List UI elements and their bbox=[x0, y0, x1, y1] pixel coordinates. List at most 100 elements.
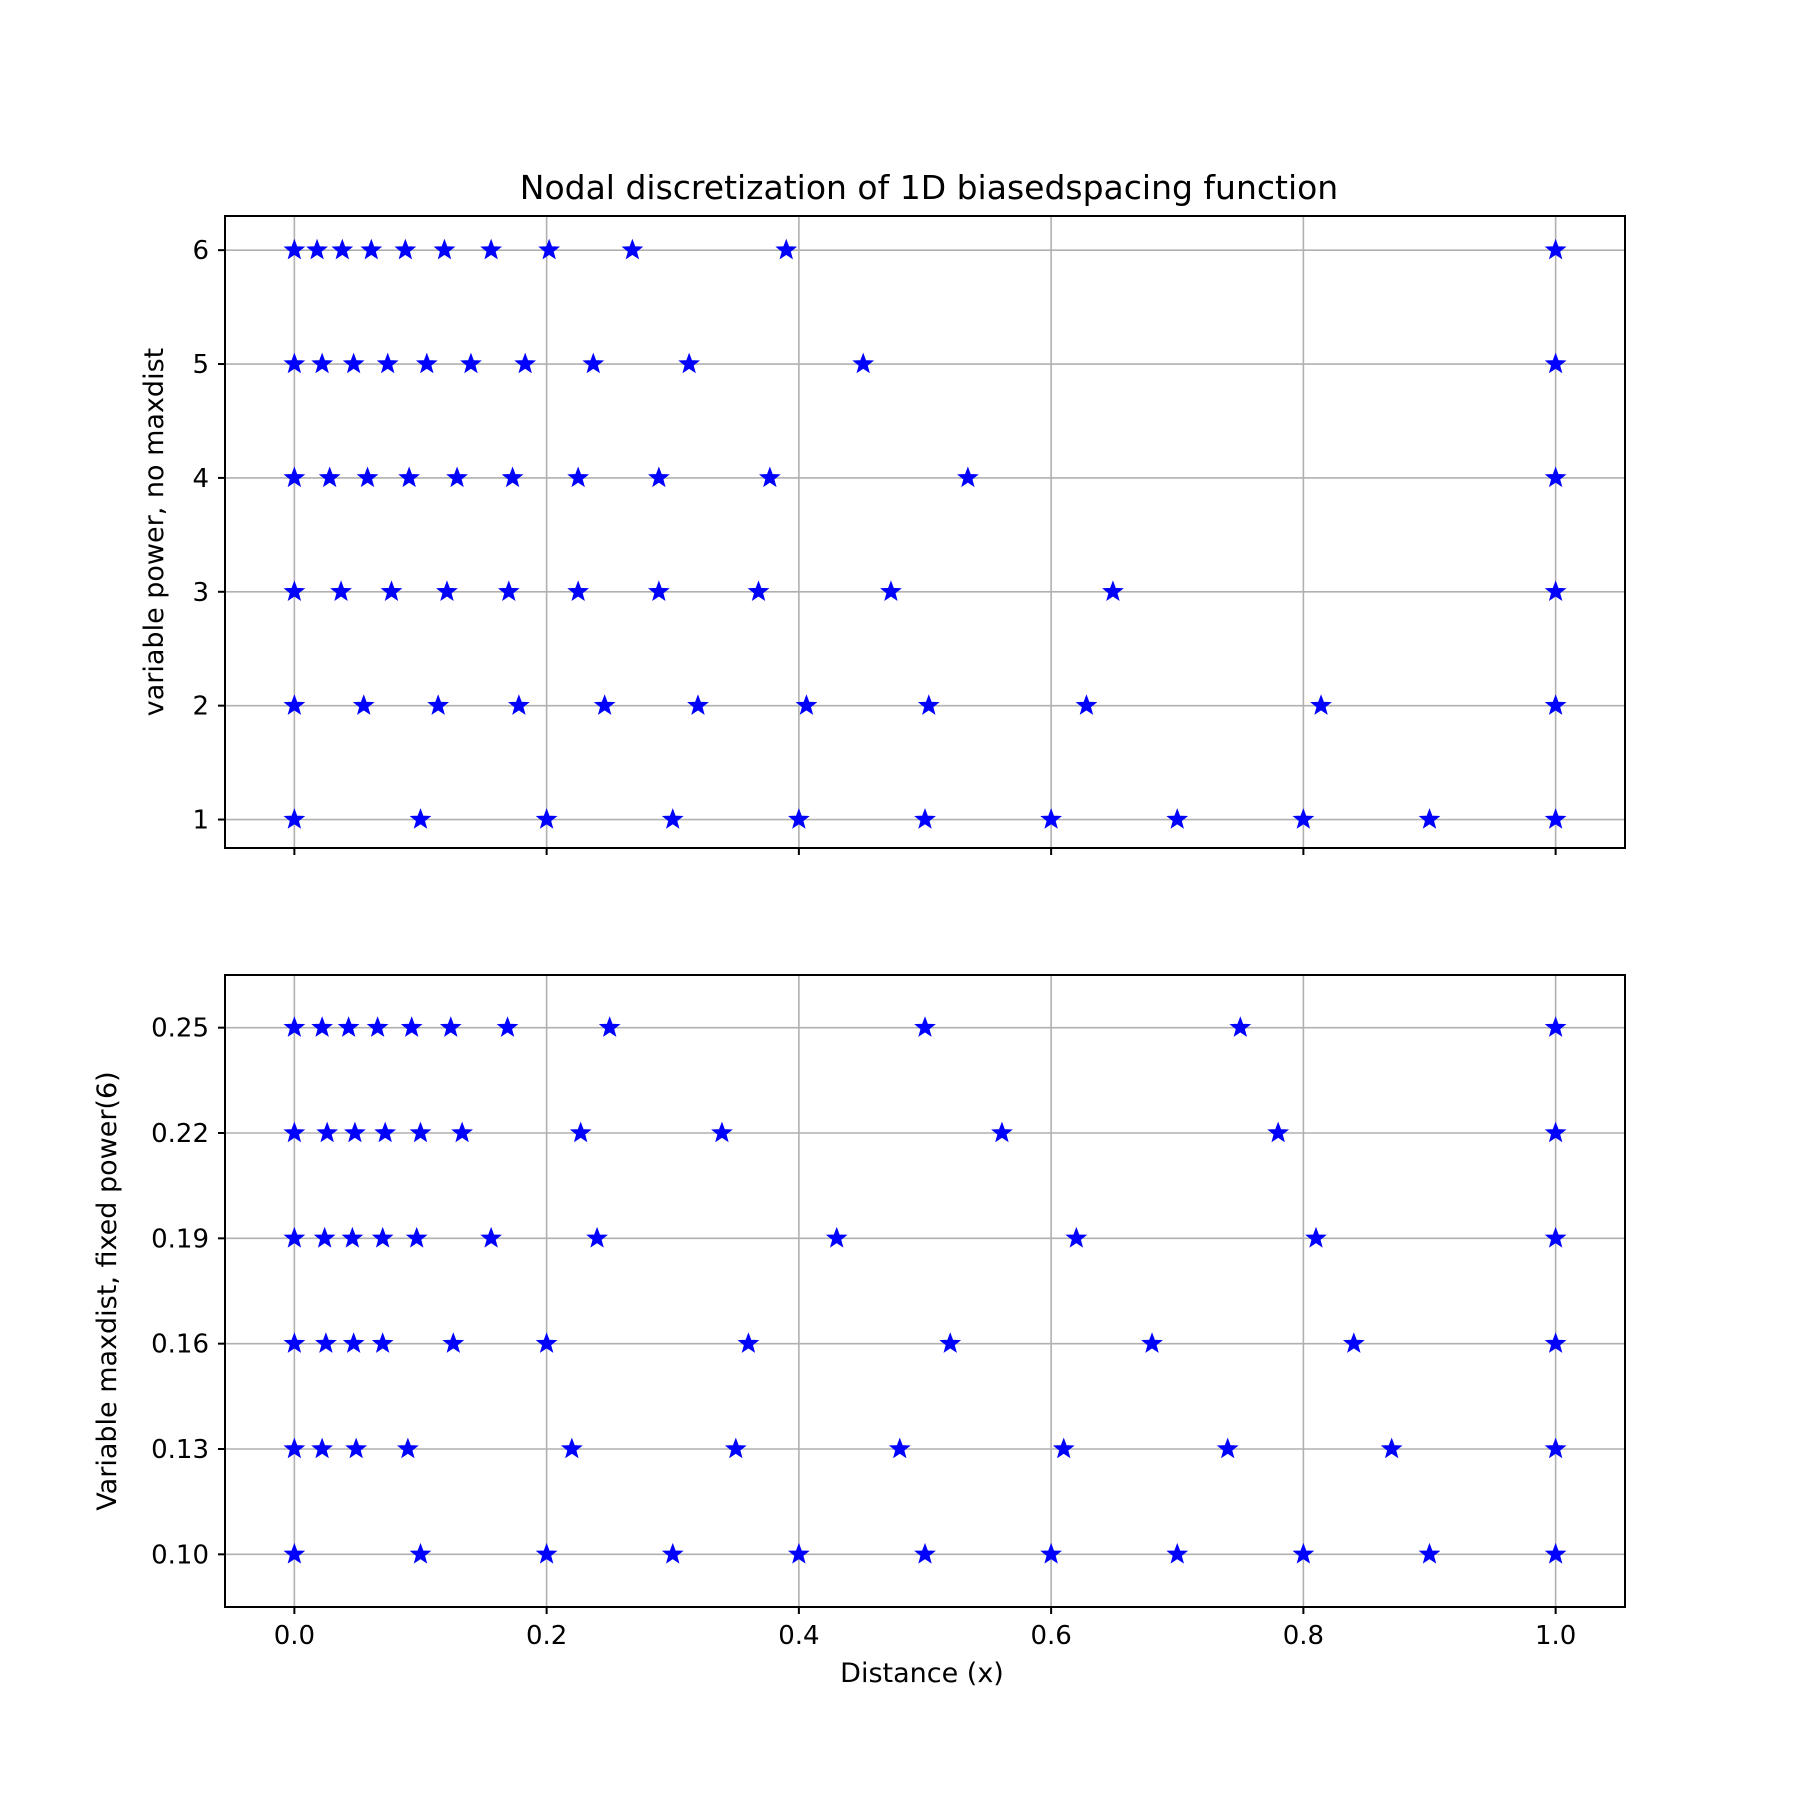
data-point-star bbox=[1267, 1121, 1290, 1143]
data-point-star bbox=[341, 1226, 364, 1248]
data-point-star bbox=[400, 1016, 423, 1037]
y-tick-label: 5 bbox=[192, 350, 209, 380]
data-point-star bbox=[1310, 694, 1332, 715]
data-point-star bbox=[560, 1437, 583, 1459]
series-row bbox=[283, 1121, 1567, 1143]
data-point-star bbox=[1040, 808, 1062, 829]
data-point-star bbox=[1040, 1542, 1062, 1564]
data-point-star bbox=[917, 694, 940, 715]
subplot-1: 1 2 3 4 5 6 variable power, no maxdist bbox=[139, 215, 1626, 855]
data-point-star bbox=[1052, 1437, 1075, 1459]
data-point-star bbox=[283, 808, 306, 829]
series-row bbox=[283, 1332, 1567, 1353]
data-point-star bbox=[788, 808, 810, 829]
y-tick-label: 3 bbox=[192, 578, 209, 608]
data-point-star bbox=[345, 1437, 368, 1459]
y-tick-label: 4 bbox=[192, 464, 209, 494]
data-point-star bbox=[621, 238, 644, 260]
data-point-star bbox=[409, 1542, 432, 1564]
y-axis-label: variable power, no maxdist bbox=[139, 348, 170, 716]
y-axis-label: Variable maxdist, fixed power(6) bbox=[92, 1071, 123, 1510]
data-point-star bbox=[825, 1226, 848, 1248]
data-point-star bbox=[1305, 1226, 1327, 1248]
data-point-star bbox=[593, 694, 616, 715]
x-tick-label: 0.6 bbox=[1030, 1621, 1071, 1651]
data-point-star bbox=[1544, 808, 1567, 829]
data-point-star bbox=[446, 466, 468, 488]
series-row bbox=[283, 694, 1567, 715]
data-point-star bbox=[1544, 1226, 1567, 1248]
data-point-star bbox=[724, 1437, 747, 1459]
series-row bbox=[283, 1542, 1567, 1564]
data-point-star bbox=[1292, 1542, 1315, 1564]
data-point-star bbox=[311, 1016, 333, 1037]
data-point-star bbox=[376, 352, 399, 374]
data-point-star bbox=[939, 1332, 962, 1353]
data-point-star bbox=[337, 1016, 360, 1037]
data-point-star bbox=[747, 580, 770, 602]
axes-frame bbox=[224, 215, 1626, 849]
y-tick-label: 1 bbox=[192, 806, 209, 836]
data-point-star bbox=[661, 808, 684, 829]
data-point-star bbox=[1342, 1332, 1365, 1353]
data-point-star bbox=[1544, 1332, 1567, 1353]
data-point-star bbox=[352, 694, 375, 715]
data-point-star bbox=[1544, 1121, 1567, 1143]
data-point-star bbox=[538, 238, 561, 260]
data-point-star bbox=[501, 466, 524, 488]
data-point-star bbox=[356, 466, 379, 488]
data-point-star bbox=[283, 1226, 306, 1248]
data-point-star bbox=[398, 466, 421, 488]
data-point-star bbox=[374, 1121, 397, 1143]
series-row bbox=[283, 238, 1567, 260]
data-point-star bbox=[496, 1016, 519, 1037]
data-point-star bbox=[795, 694, 818, 715]
data-point-star bbox=[283, 466, 306, 488]
data-point-star bbox=[1544, 580, 1567, 602]
data-point-star bbox=[880, 580, 902, 602]
series-row bbox=[283, 466, 1567, 488]
data-point-star bbox=[598, 1016, 621, 1037]
data-point-star bbox=[283, 580, 306, 602]
data-point-star bbox=[514, 352, 537, 374]
data-point-star bbox=[318, 466, 341, 488]
data-point-star bbox=[567, 466, 590, 488]
data-point-star bbox=[283, 1437, 306, 1459]
data-point-star bbox=[405, 1226, 428, 1248]
data-point-star bbox=[508, 694, 530, 715]
x-tick-label: 0.0 bbox=[274, 1621, 315, 1651]
data-point-star bbox=[1544, 238, 1567, 260]
data-point-star bbox=[1380, 1437, 1403, 1459]
data-point-star bbox=[306, 238, 328, 260]
y-tick-label: 0.22 bbox=[151, 1119, 209, 1149]
data-point-star bbox=[371, 1332, 394, 1353]
data-point-star bbox=[648, 466, 670, 488]
data-point-star bbox=[569, 1121, 592, 1143]
data-point-star bbox=[888, 1437, 911, 1459]
data-point-star bbox=[442, 1332, 465, 1353]
chart-title: Nodal discretization of 1D biasedspacing… bbox=[520, 168, 1338, 207]
series-row bbox=[283, 808, 1567, 829]
data-point-star bbox=[433, 238, 456, 260]
x-tick-label: 1.0 bbox=[1535, 1621, 1576, 1651]
y-tick-label: 0.16 bbox=[151, 1330, 209, 1360]
data-point-star bbox=[687, 694, 709, 715]
data-point-star bbox=[342, 1332, 365, 1353]
data-point-star bbox=[788, 1542, 810, 1564]
series-row bbox=[283, 1016, 1567, 1037]
data-point-star bbox=[737, 1332, 760, 1353]
data-point-star bbox=[586, 1226, 608, 1248]
data-point-star bbox=[311, 352, 333, 374]
series-row bbox=[283, 352, 1567, 374]
data-point-star bbox=[283, 352, 306, 374]
data-point-star bbox=[460, 352, 482, 374]
data-point-star bbox=[415, 352, 438, 374]
data-point-star bbox=[283, 1542, 306, 1564]
data-point-star bbox=[1544, 352, 1567, 374]
data-point-star bbox=[1102, 580, 1124, 602]
data-point-star bbox=[1544, 694, 1567, 715]
data-point-star bbox=[480, 238, 502, 260]
data-point-star bbox=[283, 1121, 306, 1143]
